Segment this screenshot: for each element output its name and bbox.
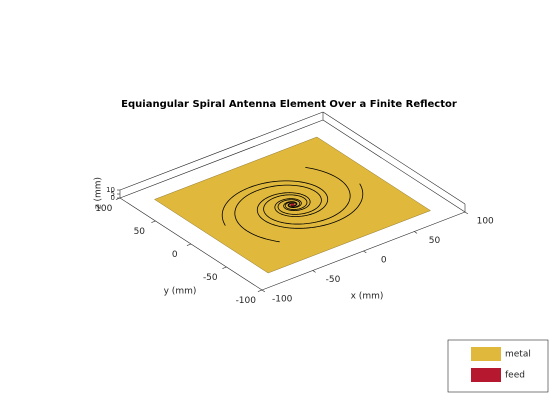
chart-title: Equiangular Spiral Antenna Element Over … xyxy=(121,99,457,110)
y-tick-label: 50 xyxy=(134,227,146,237)
box-edge xyxy=(119,119,324,199)
y-tick-label: 100 xyxy=(95,204,112,214)
y-tick xyxy=(257,289,263,292)
box-edge xyxy=(119,111,324,191)
z-tick-label: 5 xyxy=(111,190,115,198)
x-tick xyxy=(414,231,418,234)
x-axis-label: x (mm) xyxy=(351,292,384,302)
y-tick-label: -50 xyxy=(203,273,218,283)
y-tick-label: -100 xyxy=(236,296,257,306)
spiral-arm xyxy=(234,184,322,243)
box-edge xyxy=(322,119,466,213)
legend-swatch xyxy=(471,368,501,382)
legend: metal feed xyxy=(447,339,549,393)
x-tick xyxy=(312,270,316,273)
y-tick xyxy=(151,220,156,223)
spiral-arm xyxy=(256,183,364,229)
box-edge xyxy=(322,111,466,205)
y-tick-label: 0 xyxy=(172,250,178,260)
x-tick-label: 0 xyxy=(381,256,387,266)
z-tick-label: 0 xyxy=(111,194,115,202)
plot-area xyxy=(154,136,431,274)
x-tick-label: -100 xyxy=(272,295,293,305)
y-tick xyxy=(222,266,227,269)
z-axis-label: z (mm) xyxy=(94,177,104,209)
x-tick-label: 100 xyxy=(477,217,494,227)
x-tick xyxy=(464,211,469,215)
y-axis-label: y (mm) xyxy=(164,287,197,297)
y-tick xyxy=(186,243,192,246)
legend-swatch xyxy=(471,347,501,361)
x-tick-label: 50 xyxy=(429,236,441,246)
legend-label: metal xyxy=(505,350,531,360)
spiral-arm xyxy=(221,180,329,226)
x-tick xyxy=(261,289,266,293)
spiral-arm xyxy=(263,166,351,225)
feed xyxy=(290,203,295,206)
x-tick xyxy=(363,250,367,254)
x-tick-label: -50 xyxy=(326,275,341,285)
z-tick-label: 10 xyxy=(106,186,115,194)
legend-label: feed xyxy=(505,371,525,381)
